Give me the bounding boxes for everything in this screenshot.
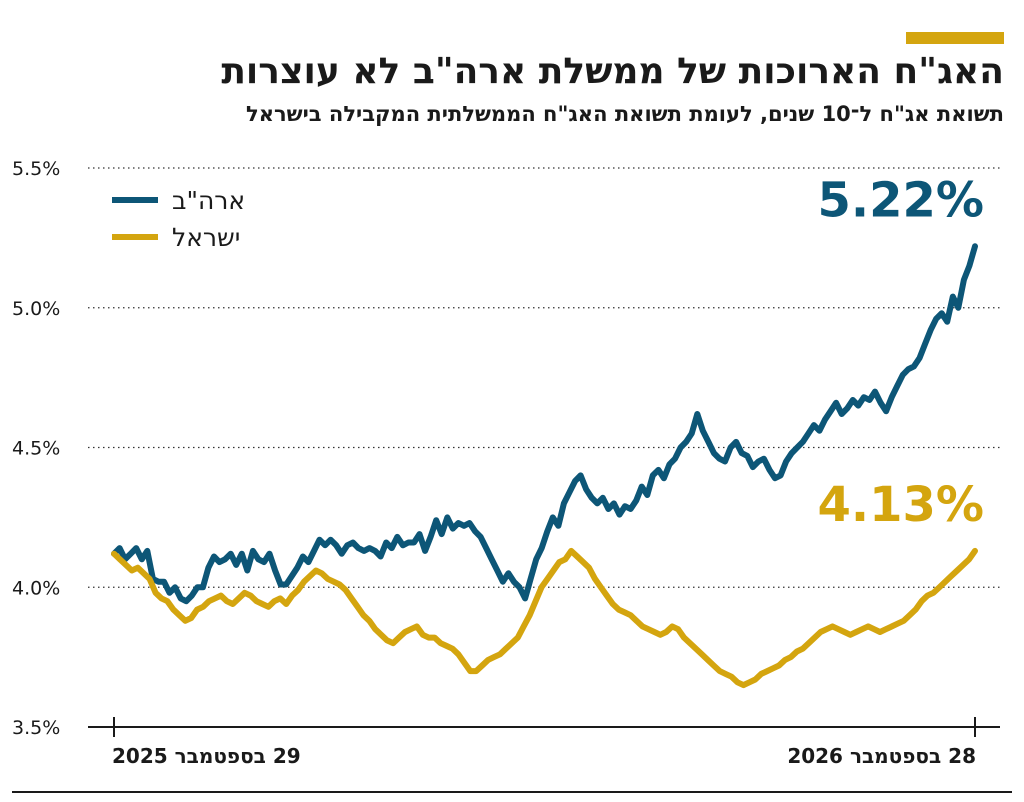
- series-lines: [111, 243, 978, 689]
- x-axis-label-start: 29 בספטמבר 2025: [112, 744, 301, 768]
- y-tick-label: 4.5%: [12, 438, 60, 460]
- legend: ארה"ב ישראל: [112, 186, 245, 252]
- title-accent-bar: [906, 32, 1004, 44]
- y-tick-label: 4.0%: [12, 577, 60, 599]
- series-end-value-label: 4.13%: [817, 477, 984, 533]
- legend-label: ארה"ב: [172, 186, 245, 215]
- y-axis-tick-labels: 3.5% 4.0% 4.5% 5.0% 5.5%: [12, 158, 60, 739]
- series-line: [111, 547, 978, 689]
- chart-title: האג"ח הארוכות של ממשלת ארה"ב לא עוצרות: [221, 51, 1004, 92]
- y-tick-label: 5.0%: [12, 298, 60, 320]
- y-tick-label: 5.5%: [12, 158, 60, 180]
- x-axis-label-end: 28 בספטמבר 2026: [787, 744, 976, 768]
- chart-subtitle: תשואת אג"ח ל־10 שנים, לעומת תשואת האג"ח …: [246, 102, 1004, 126]
- legend-label: ישראל: [172, 223, 240, 252]
- bottom-rule: [12, 791, 1012, 793]
- y-tick-label: 3.5%: [12, 717, 60, 739]
- series-line: [111, 243, 978, 605]
- series-end-labels: 5.22% 4.13%: [817, 172, 984, 533]
- series-end-value-label: 5.22%: [817, 172, 984, 228]
